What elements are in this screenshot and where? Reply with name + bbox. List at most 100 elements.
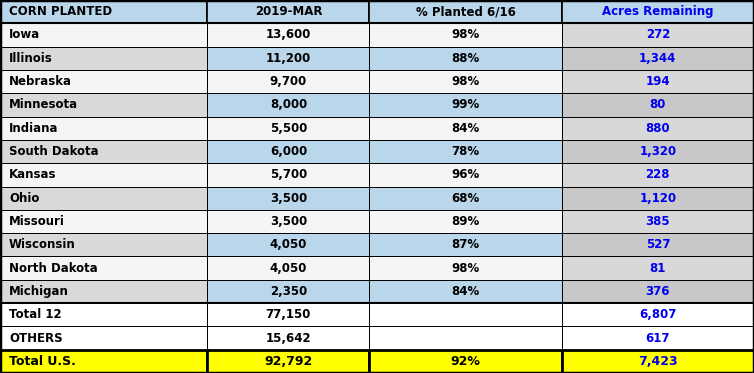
Bar	[369, 23, 562, 47]
Text: % Planted 6/16: % Planted 6/16	[415, 5, 516, 18]
Bar	[0, 93, 207, 116]
Bar	[369, 210, 562, 233]
Text: 13,600: 13,600	[265, 28, 311, 41]
Bar	[0, 47, 207, 70]
Text: 98%: 98%	[452, 75, 480, 88]
Bar	[562, 0, 754, 23]
Text: 1,344: 1,344	[639, 52, 676, 65]
Text: 6,807: 6,807	[639, 308, 676, 321]
Bar	[369, 233, 562, 257]
Text: Michigan: Michigan	[9, 285, 69, 298]
Text: 7,423: 7,423	[638, 355, 678, 368]
Bar	[369, 163, 562, 186]
Text: 77,150: 77,150	[265, 308, 311, 321]
Text: 880: 880	[645, 122, 670, 135]
Text: 84%: 84%	[452, 285, 480, 298]
Bar	[0, 350, 207, 373]
Text: Illinois: Illinois	[9, 52, 53, 65]
Bar	[369, 303, 562, 326]
Text: 99%: 99%	[452, 98, 480, 112]
Text: South Dakota: South Dakota	[9, 145, 99, 158]
Text: 228: 228	[645, 168, 670, 181]
Bar	[369, 70, 562, 93]
Bar	[207, 163, 369, 186]
Bar	[0, 70, 207, 93]
Bar	[207, 210, 369, 233]
Text: 80: 80	[650, 98, 666, 112]
Text: 8,000: 8,000	[270, 98, 307, 112]
Text: 92,792: 92,792	[265, 355, 312, 368]
Bar	[0, 23, 754, 303]
Bar	[562, 303, 754, 326]
Text: 92%: 92%	[451, 355, 480, 368]
Bar	[562, 47, 754, 70]
Text: 15,642: 15,642	[265, 332, 311, 345]
Text: Iowa: Iowa	[9, 28, 40, 41]
Text: 194: 194	[645, 75, 670, 88]
Bar	[369, 116, 562, 140]
Bar	[369, 186, 562, 210]
Text: 1,120: 1,120	[639, 192, 676, 205]
Bar	[207, 23, 369, 47]
Text: Kansas: Kansas	[9, 168, 57, 181]
Bar	[369, 350, 562, 373]
Text: 96%: 96%	[452, 168, 480, 181]
Text: 3,500: 3,500	[270, 215, 307, 228]
Bar	[0, 23, 207, 47]
Bar	[369, 93, 562, 116]
Text: 11,200: 11,200	[265, 52, 311, 65]
Bar	[0, 163, 207, 186]
Bar	[207, 47, 369, 70]
Bar	[562, 350, 754, 373]
Text: 68%: 68%	[452, 192, 480, 205]
Text: 1,320: 1,320	[639, 145, 676, 158]
Bar	[207, 93, 369, 116]
Bar	[0, 326, 207, 350]
Text: 78%: 78%	[452, 145, 480, 158]
Text: 527: 527	[645, 238, 670, 251]
Text: 5,500: 5,500	[270, 122, 307, 135]
Bar	[207, 257, 369, 280]
Bar	[207, 116, 369, 140]
Bar	[207, 70, 369, 93]
Bar	[207, 186, 369, 210]
Text: Missouri: Missouri	[9, 215, 65, 228]
Text: North Dakota: North Dakota	[9, 261, 98, 275]
Bar	[207, 350, 369, 373]
Bar	[369, 326, 562, 350]
Bar	[369, 47, 562, 70]
Text: 88%: 88%	[452, 52, 480, 65]
Bar	[562, 70, 754, 93]
Text: 385: 385	[645, 215, 670, 228]
Text: 87%: 87%	[452, 238, 480, 251]
Bar	[207, 280, 369, 303]
Text: CORN PLANTED: CORN PLANTED	[9, 5, 112, 18]
Bar	[562, 23, 754, 47]
Bar	[0, 186, 207, 210]
Bar	[369, 257, 562, 280]
Bar	[562, 163, 754, 186]
Bar	[0, 280, 207, 303]
Bar	[0, 116, 207, 140]
Text: Indiana: Indiana	[9, 122, 59, 135]
Bar	[369, 280, 562, 303]
Text: 81: 81	[650, 261, 666, 275]
Text: 98%: 98%	[452, 261, 480, 275]
Text: 2019-MAR: 2019-MAR	[255, 5, 322, 18]
Bar	[562, 280, 754, 303]
Text: 89%: 89%	[452, 215, 480, 228]
Text: 4,050: 4,050	[270, 261, 307, 275]
Bar	[207, 233, 369, 257]
Text: 6,000: 6,000	[270, 145, 307, 158]
Bar	[562, 186, 754, 210]
Bar	[0, 140, 207, 163]
Bar	[0, 257, 207, 280]
Bar	[207, 326, 369, 350]
Text: 5,700: 5,700	[270, 168, 307, 181]
Bar	[0, 210, 207, 233]
Text: Minnesota: Minnesota	[9, 98, 78, 112]
Bar	[207, 140, 369, 163]
Bar	[0, 233, 207, 257]
Text: 376: 376	[645, 285, 670, 298]
Bar	[207, 303, 369, 326]
